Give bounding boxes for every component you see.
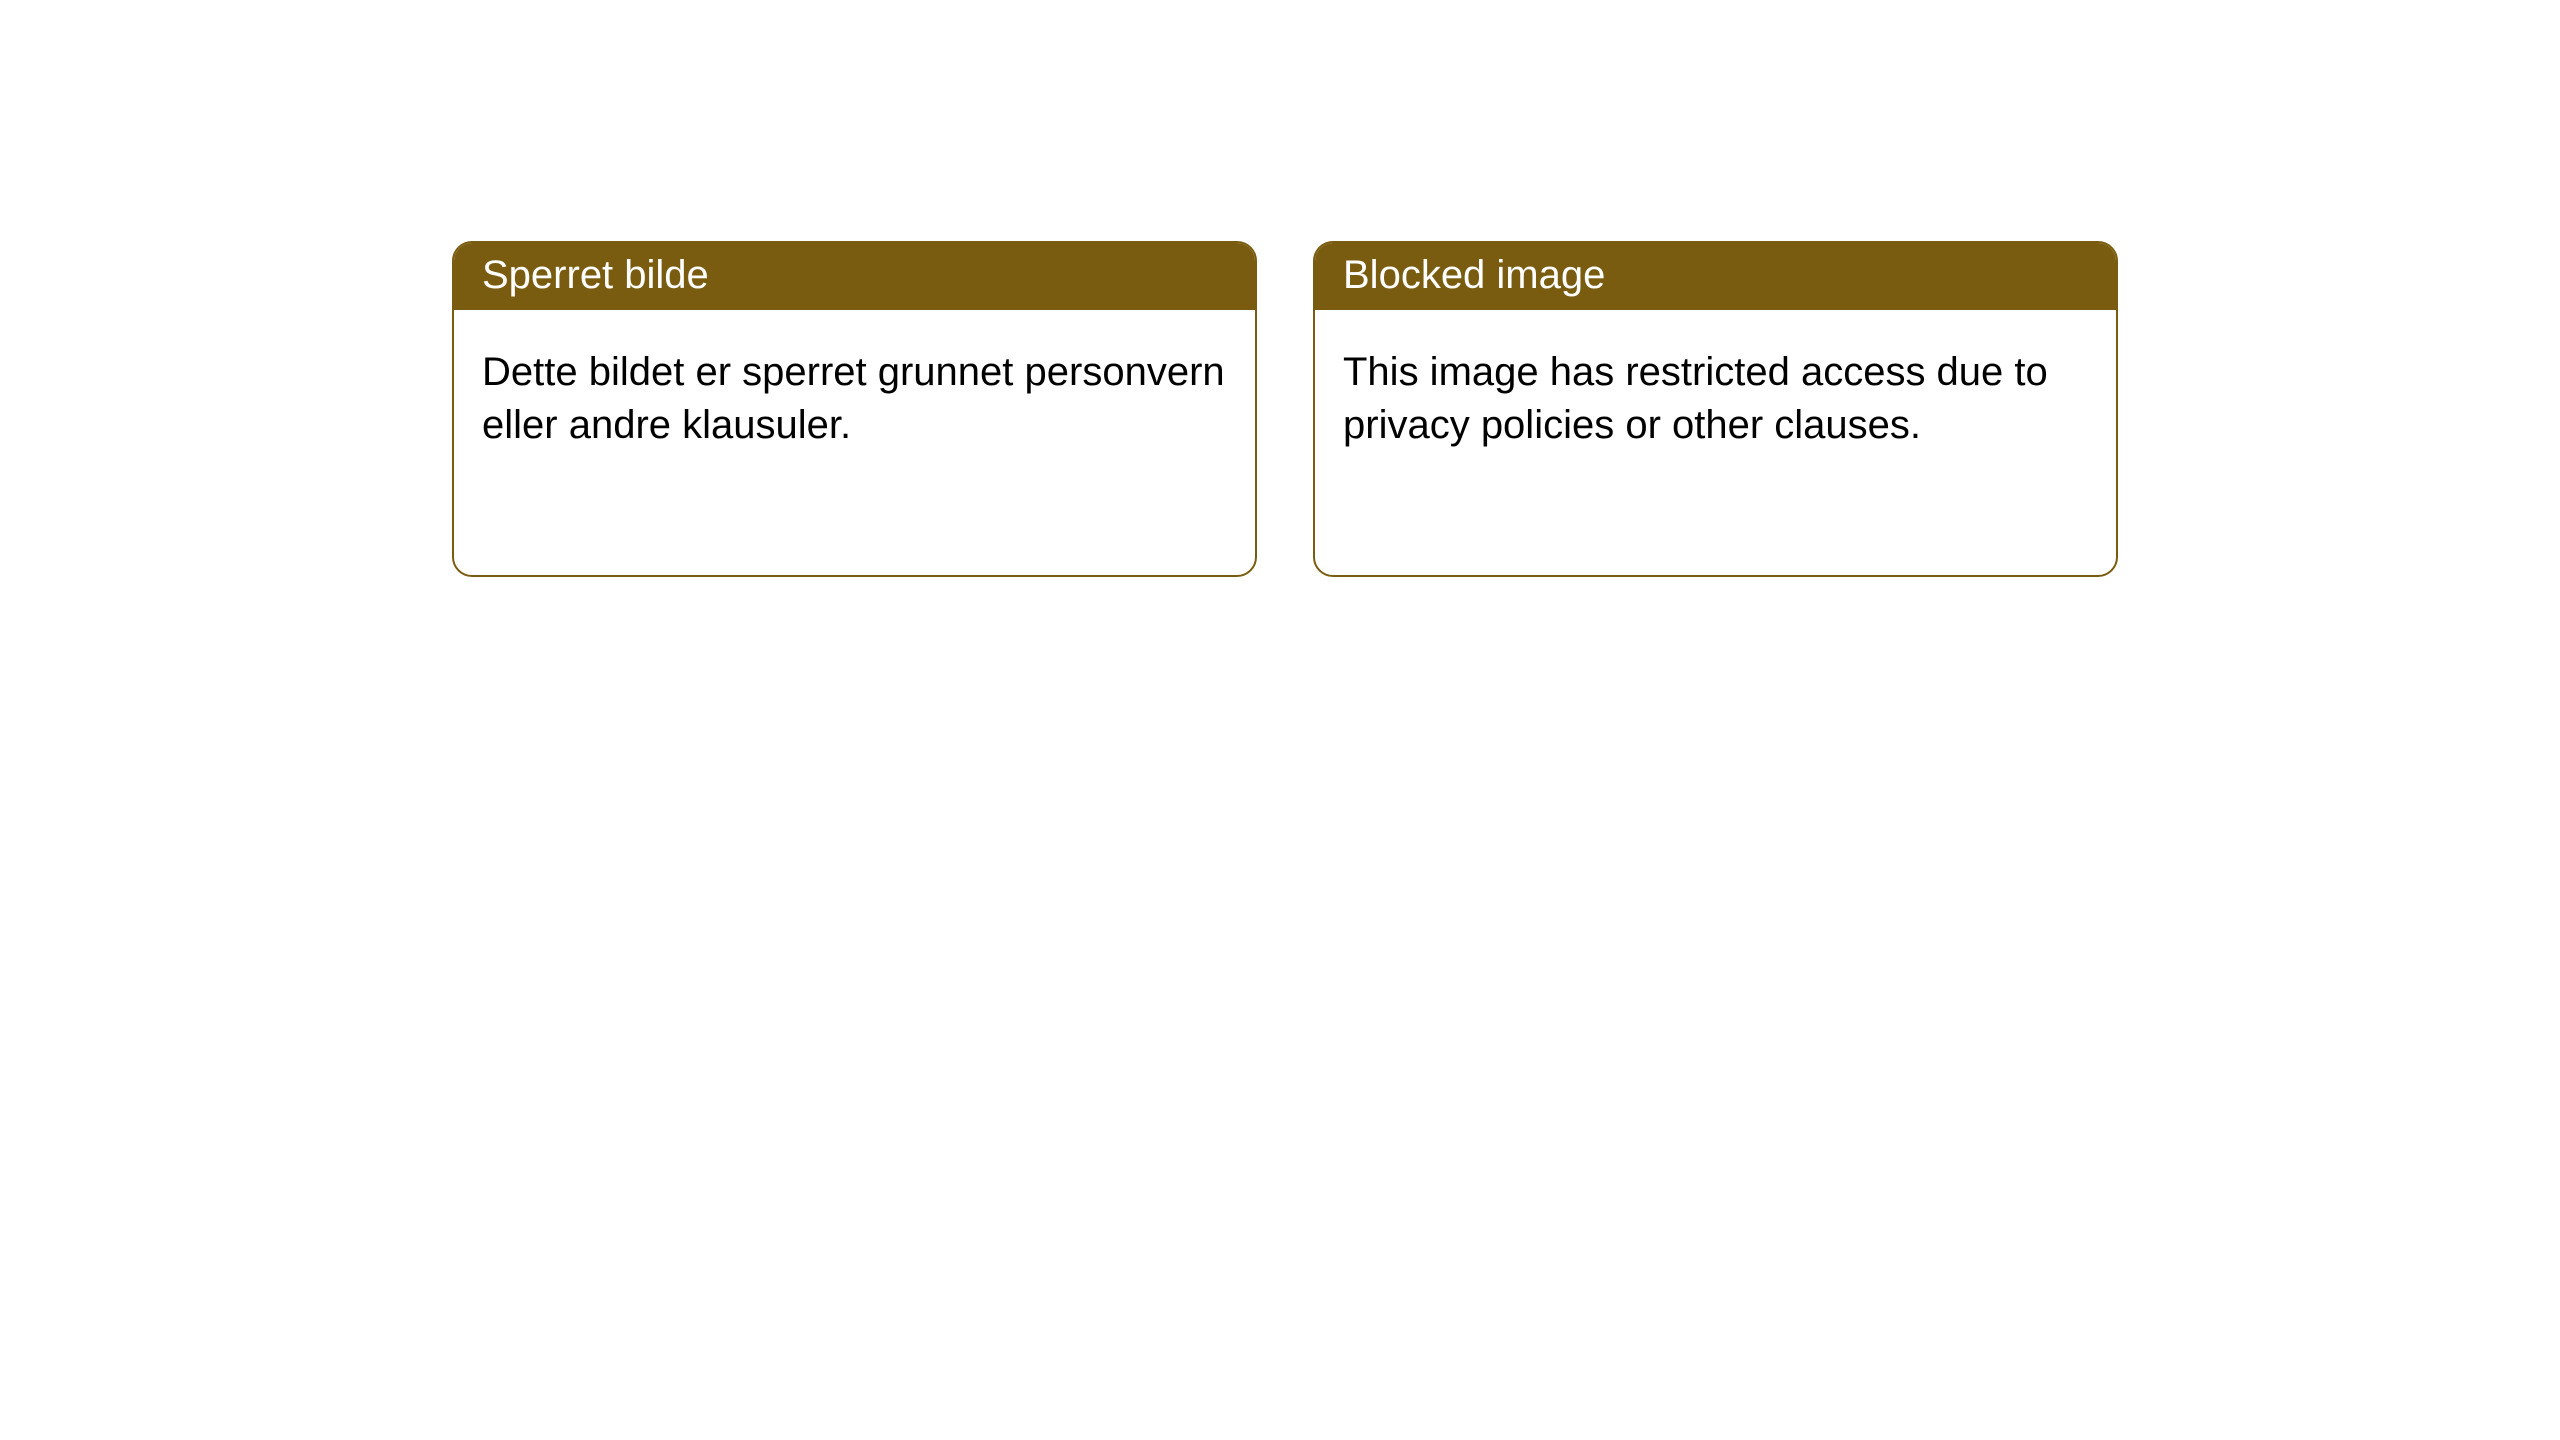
- card-title: Sperret bilde: [454, 243, 1255, 310]
- card-title: Blocked image: [1315, 243, 2116, 310]
- notice-cards-container: Sperret bilde Dette bildet er sperret gr…: [452, 241, 2118, 577]
- notice-card-norwegian: Sperret bilde Dette bildet er sperret gr…: [452, 241, 1257, 577]
- card-body-text: This image has restricted access due to …: [1315, 310, 2116, 488]
- card-body-text: Dette bildet er sperret grunnet personve…: [454, 310, 1255, 488]
- notice-card-english: Blocked image This image has restricted …: [1313, 241, 2118, 577]
